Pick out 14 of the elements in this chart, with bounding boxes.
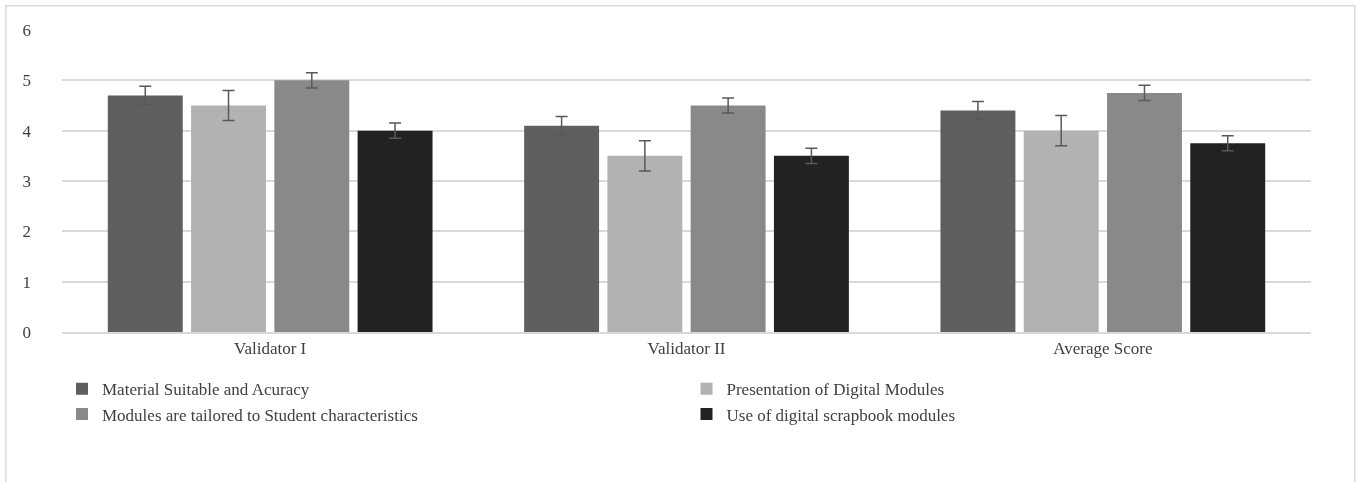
legend-label: Presentation of Digital Modules [726, 380, 945, 400]
x-tick-label: Validator II [647, 339, 726, 359]
legend-label: Use of digital scrapbook modules [726, 405, 956, 425]
y-tick-label: 3 [22, 171, 31, 191]
y-tick-label: 0 [22, 322, 31, 342]
y-tick-label: 6 [22, 20, 31, 40]
x-tick-label: Average Score [1053, 339, 1153, 359]
x-tick-label: Validator I [234, 339, 307, 359]
y-tick-label: 4 [22, 121, 32, 141]
legend-label: Modules are tailored to Student characteristics [102, 405, 418, 425]
y-tick-label: 1 [22, 272, 31, 292]
y-tick-label: 2 [22, 222, 31, 242]
y-tick-label: 5 [22, 71, 31, 91]
legend-label: Material Suitable and Acuracy [102, 380, 310, 400]
